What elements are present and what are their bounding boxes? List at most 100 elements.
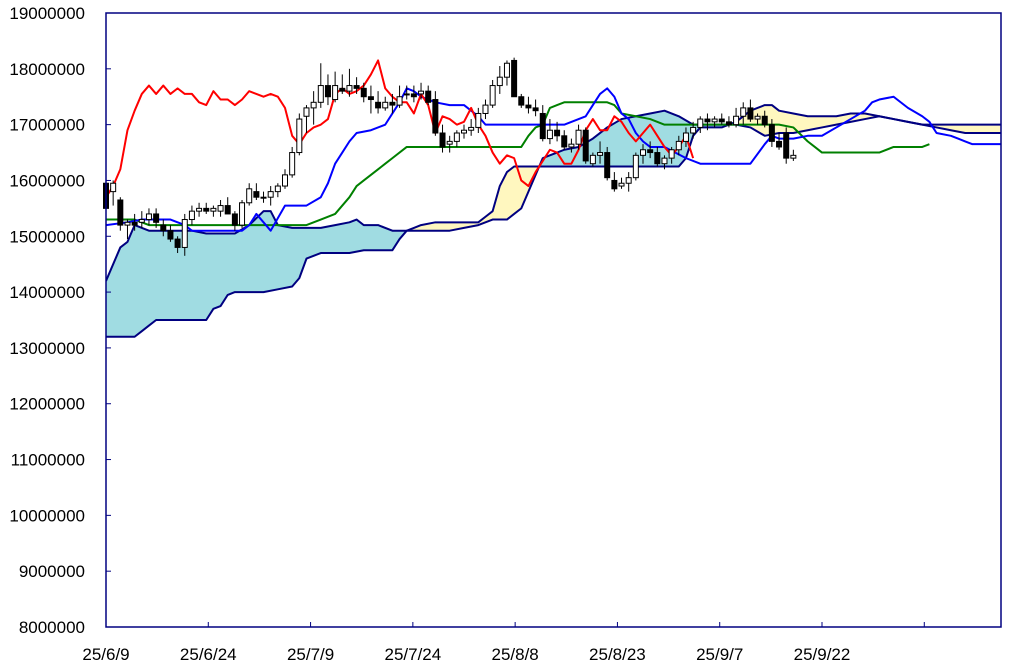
candle (668, 146, 675, 164)
candle (310, 91, 317, 125)
candle (790, 149, 797, 161)
candle (418, 82, 425, 100)
candle-body (618, 182, 625, 187)
candle-body (289, 152, 296, 176)
candle (554, 121, 561, 142)
candle (747, 99, 754, 122)
y-tick-label: 8000000 (19, 618, 85, 637)
candle-body (303, 107, 310, 117)
candle (611, 172, 618, 192)
candle (461, 124, 467, 139)
candle-body (310, 101, 317, 109)
candle (561, 130, 568, 150)
leading-span-b-line (106, 104, 1001, 338)
x-axis-labels: 25/6/9 25/6/24 25/7/9 25/7/24 25/8/8 25/8/23 2… (82, 645, 850, 664)
candle-body (253, 191, 260, 198)
candle (410, 85, 417, 103)
candle-body (267, 191, 274, 198)
candle-body (231, 213, 238, 226)
candle-body (690, 126, 697, 134)
candle (740, 102, 747, 125)
candle (346, 68, 353, 97)
candle-body (389, 101, 396, 106)
candle (296, 113, 303, 156)
candle-body (339, 87, 346, 92)
candle-body (575, 129, 582, 145)
candle-body (296, 118, 303, 154)
candle (289, 146, 296, 178)
candle (425, 85, 432, 106)
candle (475, 107, 482, 134)
candle (203, 202, 210, 214)
candle-body (761, 115, 768, 126)
candle (640, 144, 646, 164)
candle (503, 60, 510, 86)
y-tick-label: 13000000 (9, 339, 85, 358)
candle (324, 74, 331, 106)
candle (718, 113, 725, 125)
candle-body (783, 132, 790, 159)
candle-body (640, 149, 646, 156)
candle-body (625, 177, 632, 184)
x-tick-label: 25/7/24 (384, 645, 441, 664)
candle-body (475, 112, 482, 128)
candle-body (740, 107, 747, 117)
y-tick-label: 11000000 (11, 451, 85, 470)
candle (654, 146, 661, 167)
x-tick-label: 25/7/9 (287, 645, 334, 664)
axes (105, 12, 1002, 628)
y-tick-label: 15000000 (9, 227, 85, 246)
candle (117, 197, 124, 231)
candle-body (697, 118, 704, 128)
candle (253, 183, 260, 200)
candle-body (260, 196, 267, 199)
candle-body (382, 101, 389, 109)
candle-body (145, 213, 152, 221)
candle-body (532, 107, 539, 112)
candle (239, 199, 246, 228)
cloud-region-3 (728, 105, 880, 136)
candle-body (224, 205, 231, 215)
candlesticks (103, 57, 797, 256)
y-tick-label: 10000000 (9, 506, 85, 525)
cloud-region-5 (922, 124, 1001, 134)
candle (224, 197, 231, 215)
candle (761, 110, 768, 128)
candle (181, 213, 188, 256)
candle (682, 127, 689, 147)
candle (174, 236, 181, 254)
candle (575, 124, 582, 150)
candle-body (446, 140, 453, 145)
y-tick-label: 18000000 (9, 60, 85, 79)
candle-body (246, 188, 253, 204)
indicator-lines (106, 59, 1001, 338)
candle-body (367, 96, 374, 101)
candle-body (790, 154, 797, 159)
candle-body (539, 112, 546, 140)
candle-body (489, 85, 496, 106)
candle (725, 116, 732, 128)
candle-body (768, 124, 775, 142)
candle (704, 113, 711, 131)
candle (317, 63, 324, 108)
candle (375, 91, 382, 114)
candle-body (718, 118, 725, 123)
candle-body (453, 132, 460, 142)
candle (382, 96, 389, 111)
candle (439, 124, 446, 153)
candle (153, 208, 160, 228)
candle-body (589, 154, 596, 165)
candle (690, 121, 697, 139)
candle-body (410, 93, 417, 98)
candle-body (611, 179, 618, 190)
candle-body (511, 59, 518, 98)
candle (546, 119, 553, 145)
candle-body (360, 87, 367, 98)
candle-body (661, 157, 668, 165)
x-tick-label: 25/9/22 (794, 645, 851, 664)
candle-body (503, 62, 510, 78)
candle (124, 219, 131, 240)
candle (711, 116, 718, 128)
candle (647, 141, 654, 159)
candle (768, 119, 775, 147)
